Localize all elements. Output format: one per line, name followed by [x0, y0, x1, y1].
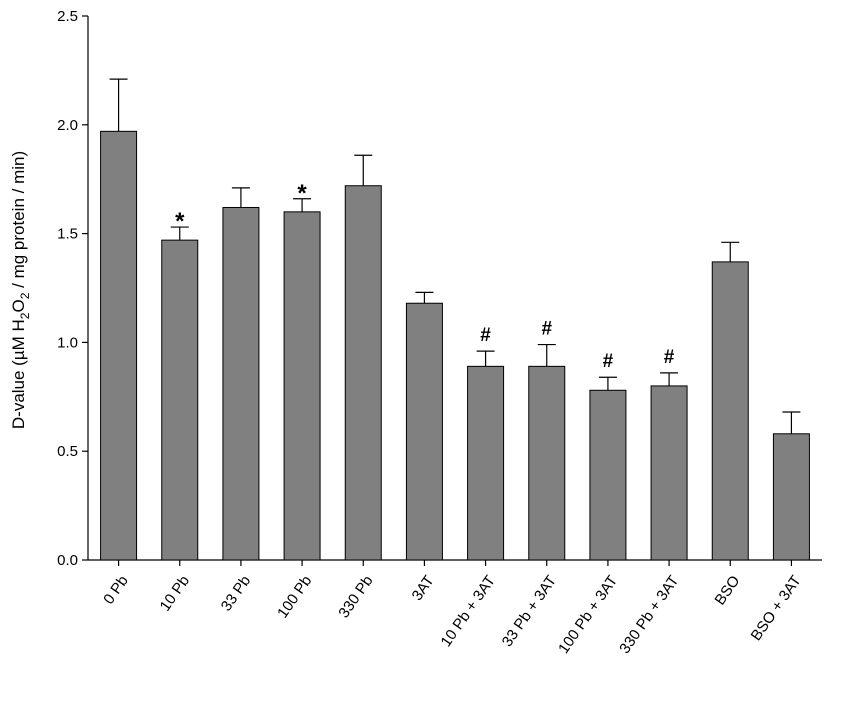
bar-9: [589, 389, 627, 561]
significance-mark-10: #: [664, 347, 675, 368]
y-tick-label: 0.5: [57, 443, 78, 460]
x-tick-label: 3AT: [409, 573, 438, 604]
bar-4: [283, 211, 321, 561]
x-tick-label: 100 Pb: [274, 573, 315, 622]
significance-mark-4: *: [297, 180, 307, 207]
y-tick-label: 1.5: [57, 226, 78, 243]
y-tick-label: 1.0: [57, 334, 78, 351]
bar-11: [711, 261, 749, 561]
bar-3: [222, 206, 260, 561]
x-tick-label: 100 Pb + 3AT: [555, 573, 621, 657]
bar-6: [405, 302, 443, 561]
x-tick-label: 330 Pb: [335, 573, 376, 622]
y-axis-title: D-value (µM H2O2 / mg protein / min): [9, 151, 32, 429]
y-tick-label: 0.0: [57, 552, 78, 569]
x-tick-label: 0 Pb: [100, 573, 132, 608]
bar-2: [161, 239, 199, 561]
significance-mark-9: #: [603, 351, 614, 372]
x-tick-label: 330 Pb + 3AT: [616, 573, 682, 657]
significance-mark-2: *: [175, 208, 185, 235]
x-tick-label: 10 Pb: [157, 573, 193, 615]
bar-8: [528, 365, 566, 561]
bar-7: [467, 365, 505, 561]
x-tick-label: 33 Pb + 3AT: [499, 573, 560, 650]
bar-10: [650, 385, 688, 561]
x-tick-label: 33 Pb: [218, 573, 254, 615]
x-axis: 0 Pb 10 Pb 33 Pb 100 Pb 330 Pb 3AT 10 Pb + 3AT…: [88, 559, 822, 657]
y-axis: 0.0 0.5 1.0 1.5 2.0 2.5: [57, 8, 89, 569]
significance-mark-7: #: [480, 325, 491, 346]
bar-5: [344, 185, 382, 561]
y-tick-label: 2.0: [57, 117, 78, 134]
bars: * * # # # #: [100, 78, 810, 561]
y-tick-label: 2.5: [57, 8, 78, 25]
significance-mark-8: #: [541, 319, 552, 340]
x-tick-label: BSO: [711, 573, 743, 609]
bar-1: [100, 130, 138, 561]
x-tick-label: 10 Pb + 3AT: [437, 573, 498, 650]
bar-12: [772, 433, 810, 561]
x-tick-label: BSO + 3AT: [748, 573, 805, 644]
